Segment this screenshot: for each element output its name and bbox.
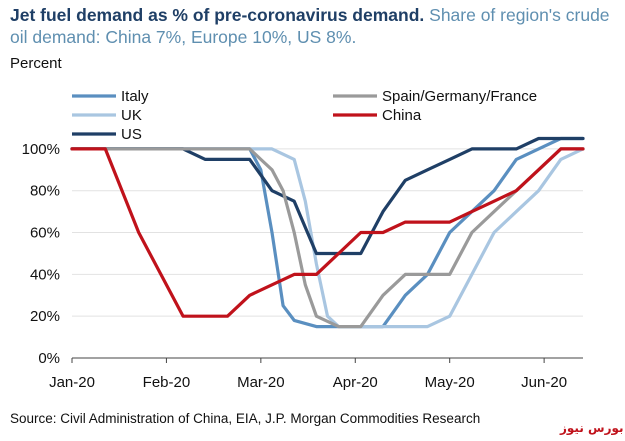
chart-title-bold: Jet fuel demand as % of pre-coronavirus … [10, 5, 425, 25]
chart-subtitle: Share of region's crude oil demand: Chin… [10, 5, 610, 47]
x-axis: Jan-20 Feb-20 Mar-20 Apr-20 May-20 Jun-20 [49, 357, 583, 391]
legend-label-us: US [121, 126, 142, 143]
legend-label-spain-germany-france: Spain/Germany/France [382, 88, 537, 105]
y-axis-ticks: 0% 20% 40% 60% 80% 100% [22, 141, 60, 367]
source-note: Source: Civil Administration of China, E… [10, 411, 481, 426]
y-tick-label: 100% [22, 141, 60, 158]
x-tick-label: Jan-20 [49, 374, 95, 391]
y-axis-label: Percent [10, 55, 62, 72]
chart-title: Jet fuel demand as % of pre-coronavirus … [10, 4, 620, 48]
legend: Italy UK US Spain/Germany/France China [72, 88, 537, 143]
y-tick-label: 60% [30, 225, 60, 242]
series-lines [70, 136, 585, 329]
x-tick-label: Feb-20 [143, 374, 191, 391]
x-tick-label: Apr-20 [333, 374, 378, 391]
x-tick-label: Mar-20 [237, 374, 285, 391]
y-tick-label: 0% [38, 350, 60, 367]
y-tick-label: 20% [30, 308, 60, 325]
y-tick-label: 80% [30, 183, 60, 200]
watermark-logo: بورس نیوز [560, 421, 624, 435]
series-line-uk [70, 147, 585, 329]
y-tick-label: 40% [30, 266, 60, 283]
x-tick-label: Jun-20 [521, 374, 567, 391]
series-line-china [70, 147, 585, 318]
legend-label-uk: UK [121, 107, 142, 124]
legend-label-italy: Italy [121, 88, 149, 105]
x-tick-label: May-20 [425, 374, 475, 391]
legend-label-china: China [382, 107, 422, 124]
